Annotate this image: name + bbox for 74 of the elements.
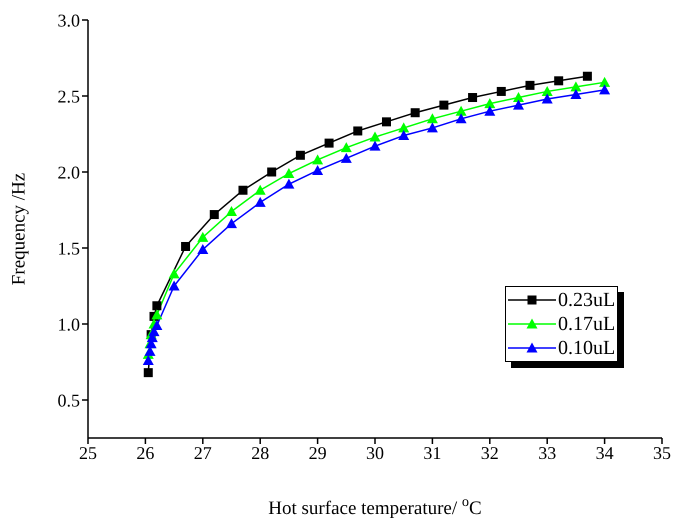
point: [152, 301, 162, 310]
x-tick-label: 26: [136, 442, 154, 463]
legend-label: 0.23uL: [558, 288, 616, 312]
point: [238, 186, 248, 195]
point: [468, 93, 478, 102]
point: [513, 100, 524, 110]
x-tick-label: 31: [423, 442, 442, 463]
point: [426, 113, 438, 124]
x-tick-label: 33: [538, 442, 556, 463]
point: [439, 100, 448, 110]
x-tick-label: 30: [366, 442, 384, 463]
y-tick-label: 3.0: [58, 10, 80, 30]
x-tick-label: 32: [480, 442, 499, 463]
point: [570, 81, 582, 92]
point: [456, 113, 467, 124]
point: [283, 168, 294, 178]
x-tick-label: 35: [653, 442, 671, 463]
point: [382, 117, 391, 126]
point: [340, 152, 352, 163]
point: [484, 106, 496, 116]
x-tick-label: 28: [251, 442, 270, 463]
y-axis-title: Frequency /Hz: [8, 172, 30, 286]
y-tick-label: 2.0: [58, 162, 80, 182]
point: [142, 354, 154, 365]
point: [398, 122, 410, 132]
point: [496, 86, 506, 96]
y-tick-label: 1.5: [58, 238, 80, 258]
point: [426, 122, 438, 132]
point: [197, 232, 208, 242]
point: [144, 368, 153, 378]
point: [197, 244, 208, 254]
x-tick-label: 25: [79, 442, 97, 463]
point: [226, 206, 237, 216]
point: [370, 132, 380, 142]
y-tick-label: 2.5: [58, 86, 80, 106]
point: [283, 178, 294, 189]
point: [296, 150, 305, 160]
point: [599, 84, 610, 94]
point: [312, 164, 324, 175]
point: [484, 98, 496, 108]
point: [398, 130, 410, 140]
point: [370, 140, 380, 151]
point: [254, 196, 266, 207]
point: [226, 218, 237, 228]
point: [513, 92, 524, 102]
point: [151, 320, 162, 330]
point: [410, 108, 420, 118]
point: [542, 86, 553, 96]
point: [456, 106, 467, 116]
y-tick-label: 0.5: [58, 390, 80, 410]
legend-label: 0.17uL: [558, 312, 616, 336]
point: [582, 72, 592, 81]
point: [570, 88, 582, 99]
point: [340, 142, 352, 152]
x-tick-label: 27: [194, 442, 212, 463]
point: [254, 184, 266, 195]
point: [542, 94, 553, 104]
point: [267, 168, 276, 176]
legend-label: 0.10uL: [558, 336, 616, 360]
point: [599, 76, 610, 87]
point: [353, 126, 362, 136]
y-tick-label: 1.0: [58, 314, 80, 334]
point: [554, 76, 564, 86]
point: [525, 80, 534, 90]
point: [181, 242, 190, 251]
x-tick-label: 34: [596, 442, 614, 463]
x-axis-title: Hot surface temperature/ $^{o}$C: [268, 494, 482, 519]
point: [210, 210, 219, 220]
point: [312, 154, 324, 164]
point: [168, 280, 180, 290]
point: [168, 268, 180, 278]
point: [151, 309, 162, 320]
x-tick-label: 29: [308, 442, 327, 463]
point: [324, 138, 334, 148]
